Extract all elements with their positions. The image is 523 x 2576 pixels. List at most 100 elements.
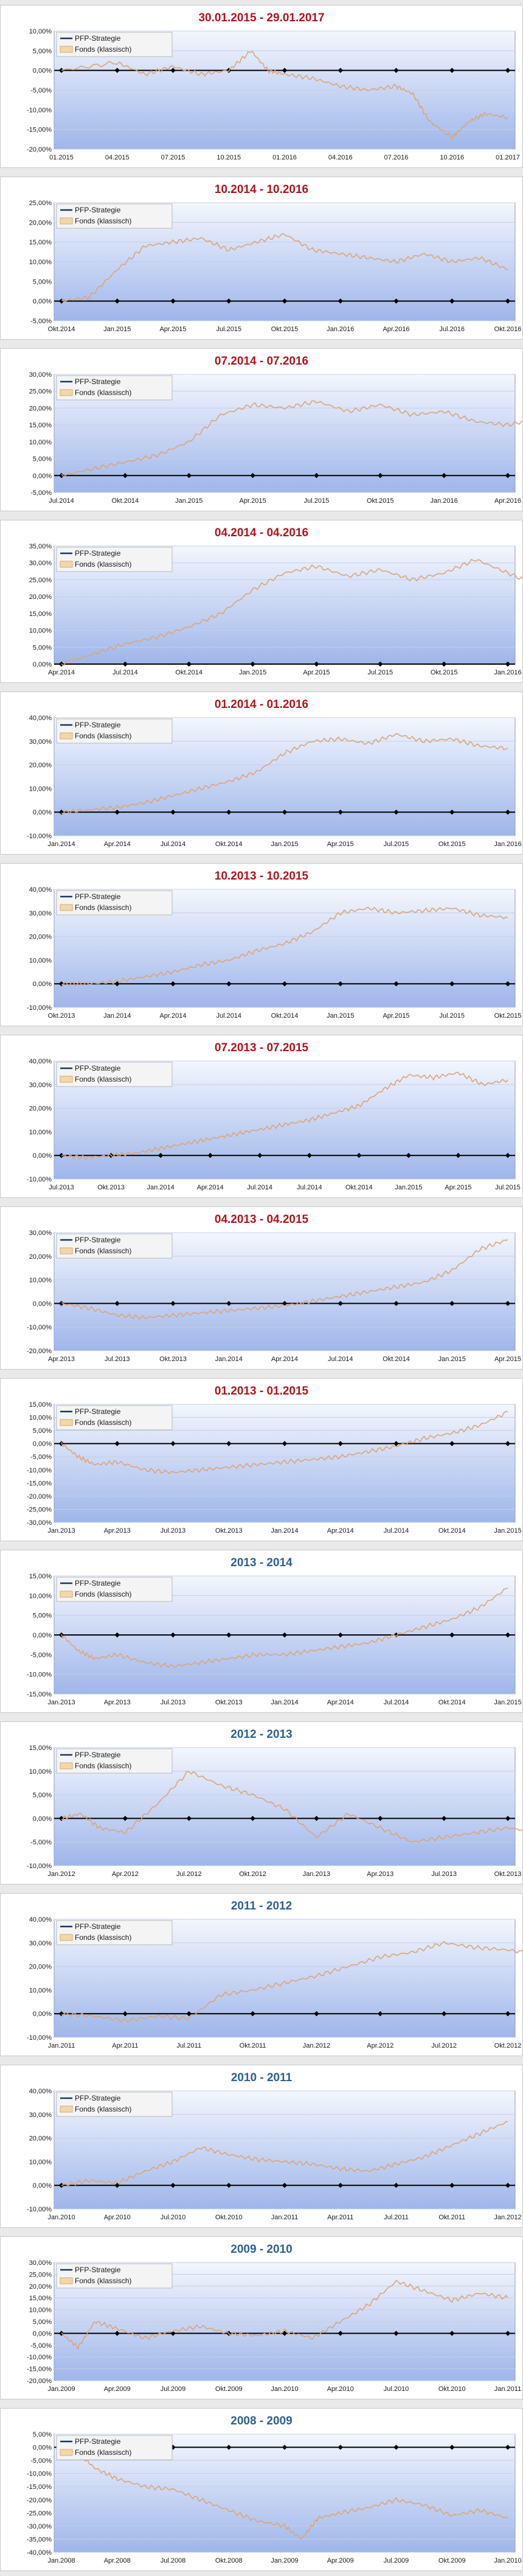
x-tick-label: Apr.2012 bbox=[367, 2042, 393, 2049]
y-tick-label: 0,00% bbox=[33, 1152, 52, 1160]
chart-panel: 2012 - 2013 15,00% 10,00% 5,00% 0,00% -5,00% -… bbox=[0, 1721, 523, 1885]
axis-marker bbox=[170, 298, 176, 304]
y-tick-label: 35,00% bbox=[29, 543, 52, 550]
y-tick-label: -20,00% bbox=[27, 2378, 52, 2385]
chart-svg: 2011 - 2012 40,00% 30,00% 20,00% 10,00% 0,00%… bbox=[27, 1900, 522, 2049]
y-tick-label: 10,00% bbox=[29, 28, 52, 35]
axis-marker bbox=[505, 809, 511, 815]
x-tick-label: Okt.2015 bbox=[438, 841, 466, 848]
x-tick-label: Okt.2015 bbox=[271, 326, 299, 333]
legend-label: Fonds (klassisch) bbox=[75, 45, 131, 54]
series-line-fonds bbox=[61, 1941, 522, 2023]
series-line-fonds bbox=[61, 2280, 508, 2350]
x-tick-label: Jan.2014 bbox=[103, 1012, 131, 1020]
y-tick-label: 15,00% bbox=[29, 1573, 52, 1580]
series-line-fonds bbox=[61, 1239, 508, 1320]
y-tick-label: 20,00% bbox=[29, 593, 52, 601]
x-tick-label: Jul.2011 bbox=[176, 2042, 201, 2049]
x-tick-label: Apr.2013 bbox=[367, 1871, 393, 1878]
chart-svg: 01.2014 - 01.2016 40,00% 30,00% 20,00% 10,00… bbox=[27, 698, 522, 848]
y-tick-label: 30,00% bbox=[29, 1940, 52, 1947]
x-tick-label: Jan.2012 bbox=[47, 1871, 75, 1878]
legend: PFP-Strategie Fonds (klassisch) bbox=[56, 1920, 173, 1945]
y-tick-label: 0,00% bbox=[33, 1632, 52, 1639]
axis-marker bbox=[282, 68, 288, 73]
x-tick-label: Okt.2009 bbox=[215, 2385, 243, 2393]
x-tick-label: 04.2015 bbox=[105, 154, 130, 161]
chart-svg: 01.2013 - 01.2015 15,00% 10,00% 5,00% 0,00% -… bbox=[27, 1385, 522, 1535]
y-tick-label: 20,00% bbox=[29, 1105, 52, 1113]
axis-marker bbox=[393, 2445, 399, 2450]
series-line-fonds bbox=[61, 906, 508, 987]
legend-box bbox=[56, 890, 173, 915]
axis-marker bbox=[226, 981, 232, 987]
y-tick-label: -10,00% bbox=[27, 2471, 52, 2478]
x-tick-label: Jan.2015 bbox=[327, 1012, 354, 1020]
y-tick-label: 0,00% bbox=[33, 1300, 52, 1307]
legend: PFP-Strategie Fonds (klassisch) bbox=[56, 32, 173, 57]
x-tick-label: Okt.2011 bbox=[438, 2214, 465, 2221]
chart-svg: 07.2013 - 07.2015 40,00% 30,00% 20,00% 10,00… bbox=[27, 1041, 521, 1191]
axis-marker bbox=[356, 1152, 362, 1158]
y-tick-label: -5,00% bbox=[30, 87, 52, 94]
chart-title: 04.2014 - 04.2016 bbox=[215, 527, 308, 539]
chart-svg: 30.01.2015 - 29.01.2017 10,00% 5,00% 0,00% -… bbox=[27, 12, 520, 161]
chart-panel: 2008 - 2009 5,00% 0,00% -5,00% -10,00% -15,00… bbox=[0, 2408, 523, 2571]
x-tick-label: Okt.2015 bbox=[367, 497, 394, 505]
y-tick-label: 30,00% bbox=[29, 910, 52, 917]
y-tick-label: 0,00% bbox=[33, 2182, 52, 2189]
axis-marker bbox=[505, 2445, 511, 2450]
y-tick-label: 30,00% bbox=[29, 1082, 52, 1089]
axis-marker bbox=[282, 1632, 288, 1638]
chart-panel: 07.2013 - 07.2015 40,00% 30,00% 20,00% 10,00… bbox=[0, 1035, 523, 1198]
y-tick-label: -10,00% bbox=[27, 1467, 52, 1474]
x-tick-label: 01.2017 bbox=[496, 154, 520, 161]
x-tick-label: Okt.2009 bbox=[438, 2557, 466, 2564]
x-tick-label: Apr.2015 bbox=[240, 497, 266, 505]
axis-marker bbox=[455, 1152, 461, 1158]
axis-marker bbox=[338, 2445, 343, 2450]
x-tick-label: Apr.2016 bbox=[494, 497, 521, 505]
x-tick-label: Okt.2013 bbox=[494, 1871, 522, 1878]
x-tick-label: Jan.2008 bbox=[47, 2557, 75, 2564]
x-tick-label: Jan.2009 bbox=[271, 2557, 298, 2564]
legend-box bbox=[56, 547, 173, 572]
x-tick-label: Jan.2016 bbox=[494, 841, 521, 848]
legend-label: Fonds (klassisch) bbox=[75, 2277, 131, 2285]
legend-box bbox=[56, 32, 173, 57]
y-tick-label: 10,00% bbox=[29, 785, 52, 793]
y-tick-label: 0,00% bbox=[33, 809, 52, 816]
y-tick-label: 20,00% bbox=[29, 1253, 52, 1261]
legend: PFP-Strategie Fonds (klassisch) bbox=[56, 718, 173, 744]
y-tick-label: -15,00% bbox=[27, 2483, 52, 2491]
legend-swatch-fonds bbox=[60, 1934, 73, 1941]
legend-box bbox=[56, 2091, 173, 2117]
x-tick-label: 07.2015 bbox=[161, 154, 185, 161]
x-tick-label: Jan.2015 bbox=[494, 1527, 521, 1535]
legend: PFP-Strategie Fonds (klassisch) bbox=[56, 1405, 173, 1430]
y-tick-label: -25,00% bbox=[27, 2510, 52, 2517]
x-tick-label: Jul.2013 bbox=[49, 1184, 74, 1191]
x-tick-label: Jan.2014 bbox=[271, 1527, 298, 1535]
axis-marker bbox=[207, 1152, 213, 1158]
x-tick-label: Jan.2012 bbox=[303, 2042, 330, 2049]
x-tick-label: Jan.2015 bbox=[239, 669, 266, 676]
y-tick-label: 25,00% bbox=[29, 576, 52, 584]
legend-label: Fonds (klassisch) bbox=[75, 2448, 131, 2457]
series-line-fonds bbox=[61, 2445, 508, 2540]
legend-label: PFP-Strategie bbox=[75, 377, 121, 386]
chart-title: 07.2014 - 07.2016 bbox=[215, 355, 308, 368]
x-tick-label: Apr.2015 bbox=[445, 1184, 471, 1191]
y-tick-label: 25,00% bbox=[29, 388, 52, 396]
y-tick-label: 30,00% bbox=[29, 560, 52, 567]
x-tick-label: Jan.2011 bbox=[48, 2042, 75, 2049]
y-tick-label: 5,00% bbox=[33, 1792, 52, 1799]
x-tick-label: Jul.2015 bbox=[495, 1184, 521, 1191]
chart-title: 10.2014 - 10.2016 bbox=[215, 183, 308, 196]
legend: PFP-Strategie Fonds (klassisch) bbox=[56, 547, 173, 572]
axis-marker bbox=[307, 1152, 313, 1158]
chart-title: 2012 - 2013 bbox=[230, 1728, 292, 1741]
y-tick-label: 10,00% bbox=[29, 259, 52, 266]
legend-label: PFP-Strategie bbox=[75, 1407, 121, 1416]
legend-label: PFP-Strategie bbox=[75, 1922, 121, 1931]
